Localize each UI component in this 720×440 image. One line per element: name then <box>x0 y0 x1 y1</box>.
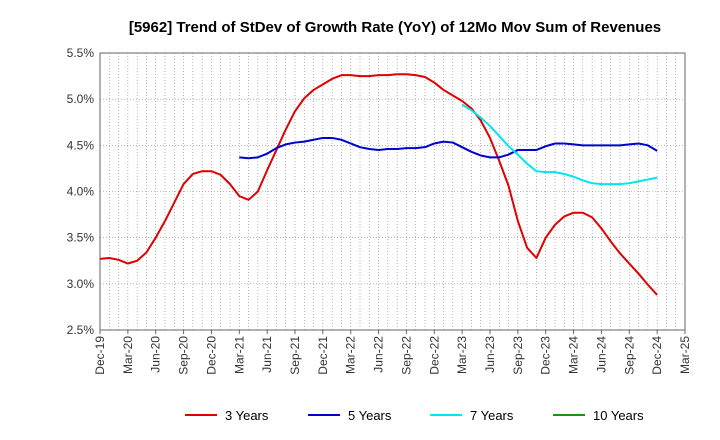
series-line-7-years <box>461 103 658 186</box>
legend-label: 5 Years <box>348 408 392 423</box>
x-tick-label: Mar-25 <box>678 336 692 374</box>
legend-label: 3 Years <box>225 408 269 423</box>
x-tick-label: Dec-21 <box>316 336 330 375</box>
x-tick-label: Sep-22 <box>399 336 413 375</box>
x-tick-label: Jun-22 <box>372 336 386 373</box>
y-tick-label: 5.5% <box>67 46 95 60</box>
x-tick-label: Dec-19 <box>93 336 107 375</box>
x-tick-label: Mar-21 <box>232 336 246 374</box>
y-tick-label: 4.0% <box>67 185 95 199</box>
x-tick-label: Jun-21 <box>260 336 274 373</box>
x-tick-label: Mar-24 <box>567 336 581 374</box>
x-tick-label: Dec-23 <box>539 336 553 375</box>
y-tick-label: 5.0% <box>67 92 95 106</box>
series-line-3-years <box>99 73 658 296</box>
y-tick-label: 2.5% <box>67 323 95 337</box>
legend: 3 Years 5 Years 7 Years 10 Years <box>185 408 644 423</box>
series-layer <box>99 73 658 296</box>
x-tick-label: Dec-22 <box>427 336 441 375</box>
legend-label: 10 Years <box>593 408 644 423</box>
y-tick-label: 3.5% <box>67 231 95 245</box>
x-tick-label: Jun-20 <box>149 336 163 373</box>
y-tick-label: 3.0% <box>67 277 95 291</box>
plot-frame <box>99 52 686 331</box>
x-tick-label: Mar-20 <box>121 336 135 374</box>
axes-layer: 5.5% 5.0% 4.5% 4.0% 3.5% 3.0% 2.5%Dec-19 Mar-20… <box>67 46 692 375</box>
x-tick-label: Mar-22 <box>344 336 358 374</box>
x-tick-label: Dec-24 <box>650 336 664 375</box>
x-tick-label: Sep-23 <box>511 336 525 375</box>
x-tick-label: Sep-20 <box>177 336 191 375</box>
legend-label: 7 Years <box>470 408 514 423</box>
chart-title: [5962] Trend of StDev of Growth Rate (Yo… <box>129 19 661 36</box>
x-tick-label: Dec-20 <box>204 336 218 375</box>
x-tick-label: Jun-23 <box>483 336 497 373</box>
x-tick-label: Sep-21 <box>288 336 302 375</box>
grid-layer <box>100 53 685 330</box>
series-line-5-years <box>239 136 658 160</box>
x-tick-label: Jun-24 <box>594 336 608 373</box>
y-tick-label: 4.5% <box>67 138 95 152</box>
x-tick-label: Mar-23 <box>455 336 469 374</box>
x-tick-label: Sep-24 <box>622 336 636 375</box>
